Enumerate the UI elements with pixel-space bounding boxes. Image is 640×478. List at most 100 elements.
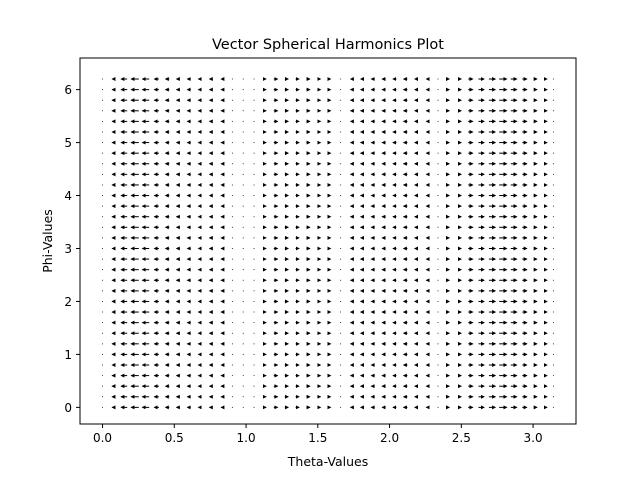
- quiver-point: [102, 99, 104, 101]
- y-tick-label: 4: [64, 189, 72, 203]
- quiver-point: [102, 247, 104, 249]
- quiver-point: [437, 216, 439, 218]
- quiver-point: [437, 385, 439, 387]
- y-tick-label: 6: [64, 83, 72, 97]
- quiver-point: [253, 184, 255, 186]
- quiver-point: [102, 279, 104, 281]
- y-tick-label: 3: [64, 242, 72, 256]
- quiver-point: [231, 120, 233, 122]
- quiver-point: [231, 247, 233, 249]
- quiver-point: [437, 184, 439, 186]
- x-axis-label: Theta-Values: [287, 454, 368, 469]
- quiver-point: [437, 332, 439, 334]
- quiver-point: [242, 247, 244, 249]
- quiver-point: [340, 205, 342, 207]
- y-tick-label: 1: [64, 348, 72, 362]
- quiver-point: [340, 120, 342, 122]
- quiver-point: [242, 131, 244, 133]
- quiver-point: [552, 396, 554, 398]
- quiver-point: [552, 120, 554, 122]
- chart-title: Vector Spherical Harmonics Plot: [212, 37, 444, 53]
- quiver-point: [340, 290, 342, 292]
- quiver-point: [340, 343, 342, 345]
- quiver-point: [242, 332, 244, 334]
- quiver-point: [231, 364, 233, 366]
- quiver-point: [340, 279, 342, 281]
- quiver-point: [231, 269, 233, 271]
- quiver-point: [340, 269, 342, 271]
- quiver-point: [552, 364, 554, 366]
- quiver-point: [552, 99, 554, 101]
- quiver-point: [242, 184, 244, 186]
- quiver-point: [102, 258, 104, 260]
- quiver-point: [437, 226, 439, 228]
- quiver-point: [253, 131, 255, 133]
- quiver-point: [102, 353, 104, 355]
- quiver-point: [231, 226, 233, 228]
- quiver-point: [253, 311, 255, 313]
- quiver-point: [102, 195, 104, 197]
- quiver-point: [340, 99, 342, 101]
- quiver-point: [253, 226, 255, 228]
- quiver-point: [340, 332, 342, 334]
- quiver-point: [437, 247, 439, 249]
- y-axis-label: Phi-Values: [40, 209, 55, 273]
- quiver-point: [102, 269, 104, 271]
- quiver-point: [552, 258, 554, 260]
- quiver-point: [253, 247, 255, 249]
- quiver-point: [242, 205, 244, 207]
- quiver-point: [340, 322, 342, 324]
- x-tick-label: 1.0: [237, 431, 256, 445]
- quiver-point: [253, 89, 255, 91]
- quiver-point: [242, 290, 244, 292]
- y-tick-label: 2: [64, 295, 72, 309]
- quiver-point: [231, 375, 233, 377]
- quiver-point: [552, 237, 554, 239]
- quiver-point: [340, 406, 342, 408]
- quiver-point: [253, 396, 255, 398]
- quiver-point: [552, 311, 554, 313]
- quiver-point: [437, 311, 439, 313]
- quiver-point: [242, 322, 244, 324]
- quiver-point: [253, 364, 255, 366]
- quiver-point: [102, 364, 104, 366]
- quiver-point: [242, 173, 244, 175]
- quiver-point: [340, 152, 342, 154]
- quiver-point: [437, 375, 439, 377]
- quiver-point: [242, 195, 244, 197]
- quiver-point: [102, 396, 104, 398]
- quiver-point: [102, 406, 104, 408]
- quiver-point: [253, 195, 255, 197]
- quiver-point: [437, 110, 439, 112]
- quiver-point: [102, 375, 104, 377]
- quiver-point: [253, 353, 255, 355]
- quiver-point: [253, 258, 255, 260]
- quiver-point: [102, 226, 104, 228]
- quiver-point: [437, 269, 439, 271]
- quiver-point: [552, 279, 554, 281]
- quiver-point: [437, 353, 439, 355]
- quiver-point: [231, 332, 233, 334]
- quiver-point: [437, 237, 439, 239]
- quiver-point: [102, 89, 104, 91]
- quiver-point: [231, 131, 233, 133]
- quiver-point: [231, 78, 233, 80]
- quiver-point: [437, 152, 439, 154]
- quiver-point: [242, 110, 244, 112]
- quiver-point: [437, 142, 439, 144]
- quiver-point: [231, 152, 233, 154]
- quiver-point: [552, 163, 554, 165]
- quiver-point: [253, 279, 255, 281]
- quiver-point: [231, 258, 233, 260]
- quiver-point: [102, 120, 104, 122]
- quiver-point: [437, 258, 439, 260]
- quiver-point: [253, 152, 255, 154]
- quiver-point: [102, 173, 104, 175]
- y-tick-label: 0: [64, 401, 72, 415]
- quiver-point: [231, 343, 233, 345]
- quiver-point: [552, 216, 554, 218]
- quiver-point: [552, 247, 554, 249]
- quiver-point: [231, 205, 233, 207]
- quiver-point: [552, 385, 554, 387]
- quiver-point: [231, 311, 233, 313]
